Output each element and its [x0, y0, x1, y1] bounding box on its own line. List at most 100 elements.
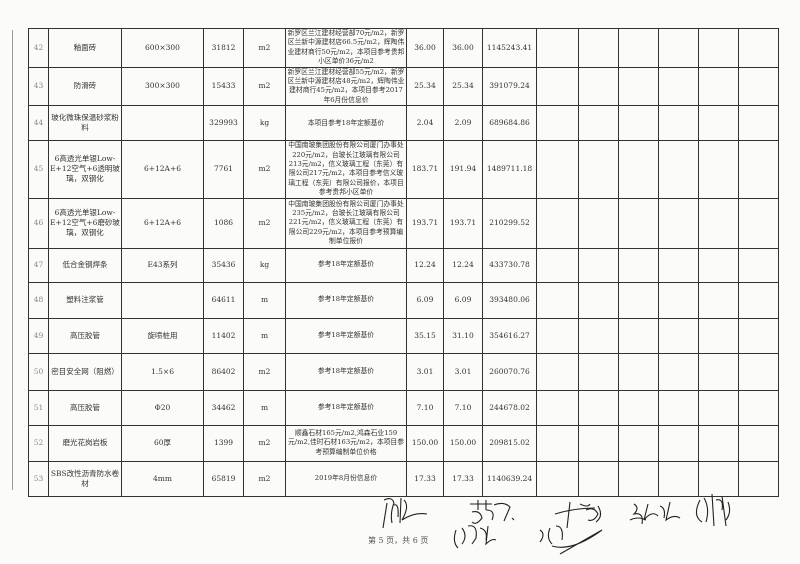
empty-cell — [698, 424, 739, 462]
table-row: 47 低合金钢焊条 E43系列 35436 kg 参考18年定额基价 12.24 12.24 4… — [28, 247, 779, 283]
cell-qty: 7761 — [203, 140, 244, 199]
cell-total: 689684.86 — [482, 105, 537, 142]
signature-7 — [539, 525, 603, 555]
empty-cell — [618, 28, 659, 68]
cell-unit: m2 — [243, 460, 286, 497]
empty-cell — [618, 140, 659, 199]
empty-cell — [698, 105, 739, 142]
cell-total: 1489711.18 — [482, 140, 537, 199]
cell-total: 391079.24 — [482, 66, 537, 107]
empty-cell — [578, 66, 619, 107]
cell-unit: m — [243, 281, 286, 319]
empty-cell — [698, 140, 739, 199]
cell-spec: E43系列 — [121, 247, 204, 283]
table-row: 52 磨光花岗岩板 60厚 1399 m2 顺鑫石材165元/m2,鸿森石业159元/m2… — [28, 424, 779, 462]
scan-margin-line — [12, 30, 13, 490]
cell-total: 354616.27 — [482, 317, 537, 354]
signature-3 — [554, 501, 602, 529]
empty-cell — [536, 317, 579, 354]
empty-cell — [618, 197, 659, 249]
empty-cell — [738, 247, 779, 283]
cell-spec: 6+12A+6 — [121, 140, 204, 199]
empty-cell — [738, 424, 779, 462]
cell-price1: 193.71 — [406, 197, 444, 249]
cell-total: 260070.76 — [482, 352, 537, 391]
cell-qty: 34462 — [203, 389, 244, 426]
empty-cell — [578, 317, 619, 354]
table-row: 44 玻化微珠保温砂浆粉料 329993 kg 本项目参考18年定额基价 2.04 2.09… — [28, 105, 779, 142]
empty-cell — [578, 352, 619, 391]
cell-qty: 11402 — [203, 317, 244, 354]
cell-note: 参考18年定额基价 — [285, 389, 407, 426]
empty-cell — [658, 197, 699, 249]
empty-cell — [536, 105, 579, 142]
cell-price1: 12.24 — [406, 247, 444, 283]
cell-price2: 191.94 — [443, 140, 483, 199]
cell-name: 塑料注浆管 — [48, 281, 122, 319]
cell-note: 中国南玻集团股份有限公司厦门办事处220元/m2，台玻长江玻璃有限公司213元/… — [285, 140, 407, 199]
cell-qty: 1086 — [203, 197, 244, 249]
cell-price1: 150.00 — [406, 424, 444, 462]
empty-cell — [578, 140, 619, 199]
cell-price2: 6.09 — [443, 281, 483, 319]
cell-qty: 35436 — [203, 247, 244, 283]
empty-cell — [618, 424, 659, 462]
cell-note: 2019年8月份信息价 — [285, 460, 407, 497]
cell-name: 密目安全网（阻燃） — [48, 352, 122, 391]
cell-spec: 4mm — [121, 460, 204, 497]
cell-price1: 17.33 — [406, 460, 444, 497]
table-row: 42 釉面砖 600×300 31812 m2 新罗区兰江建材经营部70元/m2，新罗区兰… — [28, 28, 779, 68]
cell-name: 磨光花岗岩板 — [48, 424, 122, 462]
cell-note: 中国南玻集团股份有限公司厦门办事处235元/m2，台玻长江玻璃有限公司221元/… — [285, 197, 407, 249]
cell-spec: 60厚 — [121, 424, 204, 462]
cell-name: 高压胶管 — [48, 317, 122, 354]
table-row: 50 密目安全网（阻燃） 1.5×6 86402 m2 参考18年定额基价 3.01 3.01… — [28, 352, 779, 391]
cell-qty: 329993 — [203, 105, 244, 142]
empty-cell — [738, 352, 779, 391]
cell-unit: kg — [243, 247, 286, 283]
cell-price1: 6.09 — [406, 281, 444, 319]
signature-5 — [695, 493, 731, 527]
table-row: 53 SBS改性沥青防水卷材 4mm 65819 m2 2019年8月份信息价 17.33 1… — [28, 460, 779, 497]
page-number: 第 5 页，共 6 页 — [368, 536, 429, 545]
empty-cell — [658, 140, 699, 199]
cell-price2: 25.34 — [443, 66, 483, 107]
empty-cell — [738, 140, 779, 199]
empty-cell — [536, 460, 579, 497]
cell-qty: 15433 — [203, 66, 244, 107]
table-row: 46 6高透光单银Low-E+12空气+6磨砂玻璃，双钢化 6+12A+6 1086 m… — [28, 197, 779, 249]
empty-cell — [618, 247, 659, 283]
cell-price2: 2.09 — [443, 105, 483, 142]
cell-total: 433730.78 — [482, 247, 537, 283]
signature-2 — [470, 500, 515, 524]
cell-spec: Φ20 — [121, 389, 204, 426]
cell-price2: 3.01 — [443, 352, 483, 391]
cell-total: 1140639.24 — [482, 460, 537, 497]
cell-note: 参考18年定额基价 — [285, 352, 407, 391]
cell-price2: 17.33 — [443, 460, 483, 497]
signature-4 — [629, 501, 681, 525]
cell-note: 顺鑫石材165元/m2,鸿森石业159元/m2,佳时石材163元/m2，本项目参… — [285, 424, 407, 462]
empty-cell — [738, 66, 779, 107]
empty-cell — [618, 460, 659, 497]
empty-cell — [578, 460, 619, 497]
cell-name: 玻化微珠保温砂浆粉料 — [48, 105, 122, 142]
empty-cell — [738, 28, 779, 68]
cell-name: 低合金钢焊条 — [48, 247, 122, 283]
empty-cell — [536, 197, 579, 249]
cell-spec — [121, 281, 204, 319]
material-price-table: 42 釉面砖 600×300 31812 m2 新罗区兰江建材经营部70元/m2，新罗区兰… — [28, 28, 779, 497]
cell-note: 新罗区兰江建材经营部55元/m2，新罗区兰新中源建材店48元/m2，辉陶伟业建材… — [285, 66, 407, 107]
cell-name: 高压胶管 — [48, 389, 122, 426]
empty-cell — [578, 105, 619, 142]
table-row: 51 高压胶管 Φ20 34462 m 参考18年定额基价 7.10 7.10 244678.0… — [28, 389, 779, 426]
empty-cell — [738, 460, 779, 497]
cell-unit: m2 — [243, 424, 286, 462]
cell-note: 参考18年定额基价 — [285, 247, 407, 283]
empty-cell — [698, 352, 739, 391]
signature-1 — [382, 497, 428, 529]
cell-spec: 旋喷桩用 — [121, 317, 204, 354]
cell-name: 6高透光单银Low-E+12空气+6透明玻璃，双钢化 — [48, 140, 122, 199]
cell-unit: m — [243, 317, 286, 354]
empty-cell — [738, 281, 779, 319]
